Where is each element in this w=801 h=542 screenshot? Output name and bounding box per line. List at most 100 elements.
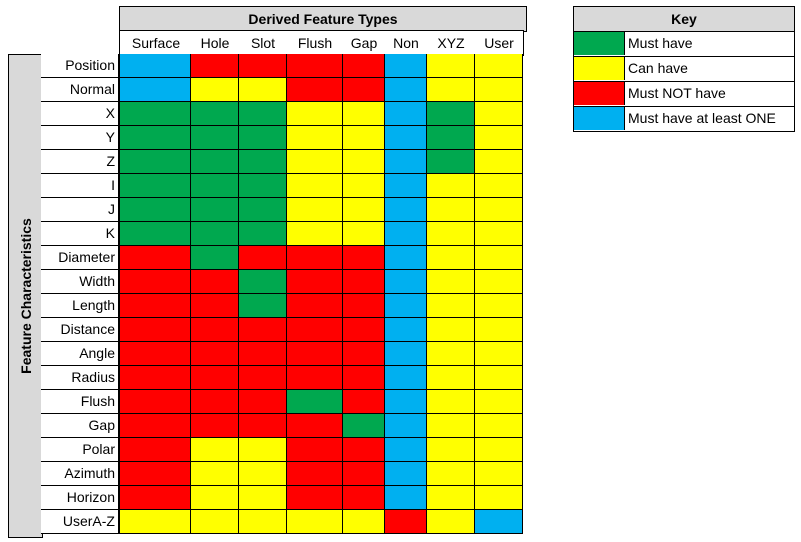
matrix-cell [475,174,523,198]
matrix-cell [427,246,475,270]
matrix-cell [475,438,523,462]
column-header: Hole [191,30,240,56]
column-header: Surface [119,30,193,56]
matrix-cell [343,270,385,294]
feature-matrix: Derived Feature Types Feature Characteri… [8,6,527,538]
matrix-cell [427,318,475,342]
matrix-cell [119,294,191,318]
matrix-cell [191,342,239,366]
key-swatch [574,107,625,130]
matrix-cell [287,198,343,222]
matrix-cell [191,390,239,414]
matrix-cell [427,102,475,126]
matrix-cell [343,150,385,174]
matrix-cell [475,150,523,174]
matrix-cell [239,222,287,246]
matrix-cell [475,198,523,222]
legend-key: Key Must have Can have Must NOT have Must h… [573,6,795,132]
row-header: K [41,222,119,246]
matrix-cell [427,198,475,222]
matrix-cell [343,102,385,126]
matrix-cell [475,54,523,78]
matrix-cell [191,318,239,342]
column-header: User [475,30,524,56]
matrix-cell [239,462,287,486]
matrix-cell [191,270,239,294]
matrix-cell [119,246,191,270]
matrix-cell [385,222,427,246]
matrix-cell [191,54,239,78]
matrix-cell [427,366,475,390]
matrix-cell [427,222,475,246]
matrix-cell [287,102,343,126]
matrix-cell [475,342,523,366]
matrix-cell [385,366,427,390]
matrix-cell [427,510,475,534]
matrix-cell [191,366,239,390]
matrix-cell [239,78,287,102]
matrix-cell [427,486,475,510]
matrix-cell [287,462,343,486]
matrix-cell [191,174,239,198]
side-label-box: Feature Characteristics [8,54,43,538]
matrix-cell [191,414,239,438]
matrix-cell [343,438,385,462]
matrix-cell [287,438,343,462]
row-header: Gap [41,414,119,438]
key-swatch [574,32,625,55]
matrix-cell [385,390,427,414]
matrix-cell [385,342,427,366]
matrix-cell [385,462,427,486]
matrix-cell [385,102,427,126]
column-header: Gap [343,30,386,56]
matrix-cell [239,414,287,438]
matrix-cell [475,390,523,414]
matrix-cell [475,366,523,390]
key-rows: Must have Can have Must NOT have Must have … [573,32,795,132]
matrix-cell [287,342,343,366]
matrix-cell [385,438,427,462]
row-header: Width [41,270,119,294]
matrix-cell [475,222,523,246]
matrix-cell [343,414,385,438]
side-label: Feature Characteristics [17,218,34,374]
matrix-cell [385,414,427,438]
matrix-cell [287,414,343,438]
matrix-cell [427,390,475,414]
matrix-cell [119,78,191,102]
matrix-cell [191,438,239,462]
column-header: Slot [239,30,288,56]
matrix-cell [287,366,343,390]
matrix-cell [427,438,475,462]
matrix-cell [343,78,385,102]
matrix-cell [427,342,475,366]
matrix-cell [239,390,287,414]
matrix-cell [239,150,287,174]
matrix-cell [191,486,239,510]
matrix-cell [475,318,523,342]
row-header: Normal [41,78,119,102]
matrix-cell [239,438,287,462]
matrix-cell [239,270,287,294]
matrix-cell [287,510,343,534]
matrix-cell [385,126,427,150]
row-header: UserA-Z [41,510,119,534]
matrix-cell [119,198,191,222]
matrix-cell [427,150,475,174]
matrix-cell [427,270,475,294]
matrix-cell [385,198,427,222]
matrix-cell [191,78,239,102]
key-label: Can have [628,60,688,76]
matrix-cell [343,486,385,510]
matrix-cell [287,126,343,150]
matrix-cell [287,486,343,510]
column-header: Flush [287,30,344,56]
matrix-cell [287,390,343,414]
row-header: Y [41,126,119,150]
matrix-cell [475,126,523,150]
matrix-cell [385,318,427,342]
matrix-cell [427,78,475,102]
matrix-cell [239,126,287,150]
matrix-cell [239,294,287,318]
matrix-cell [427,174,475,198]
